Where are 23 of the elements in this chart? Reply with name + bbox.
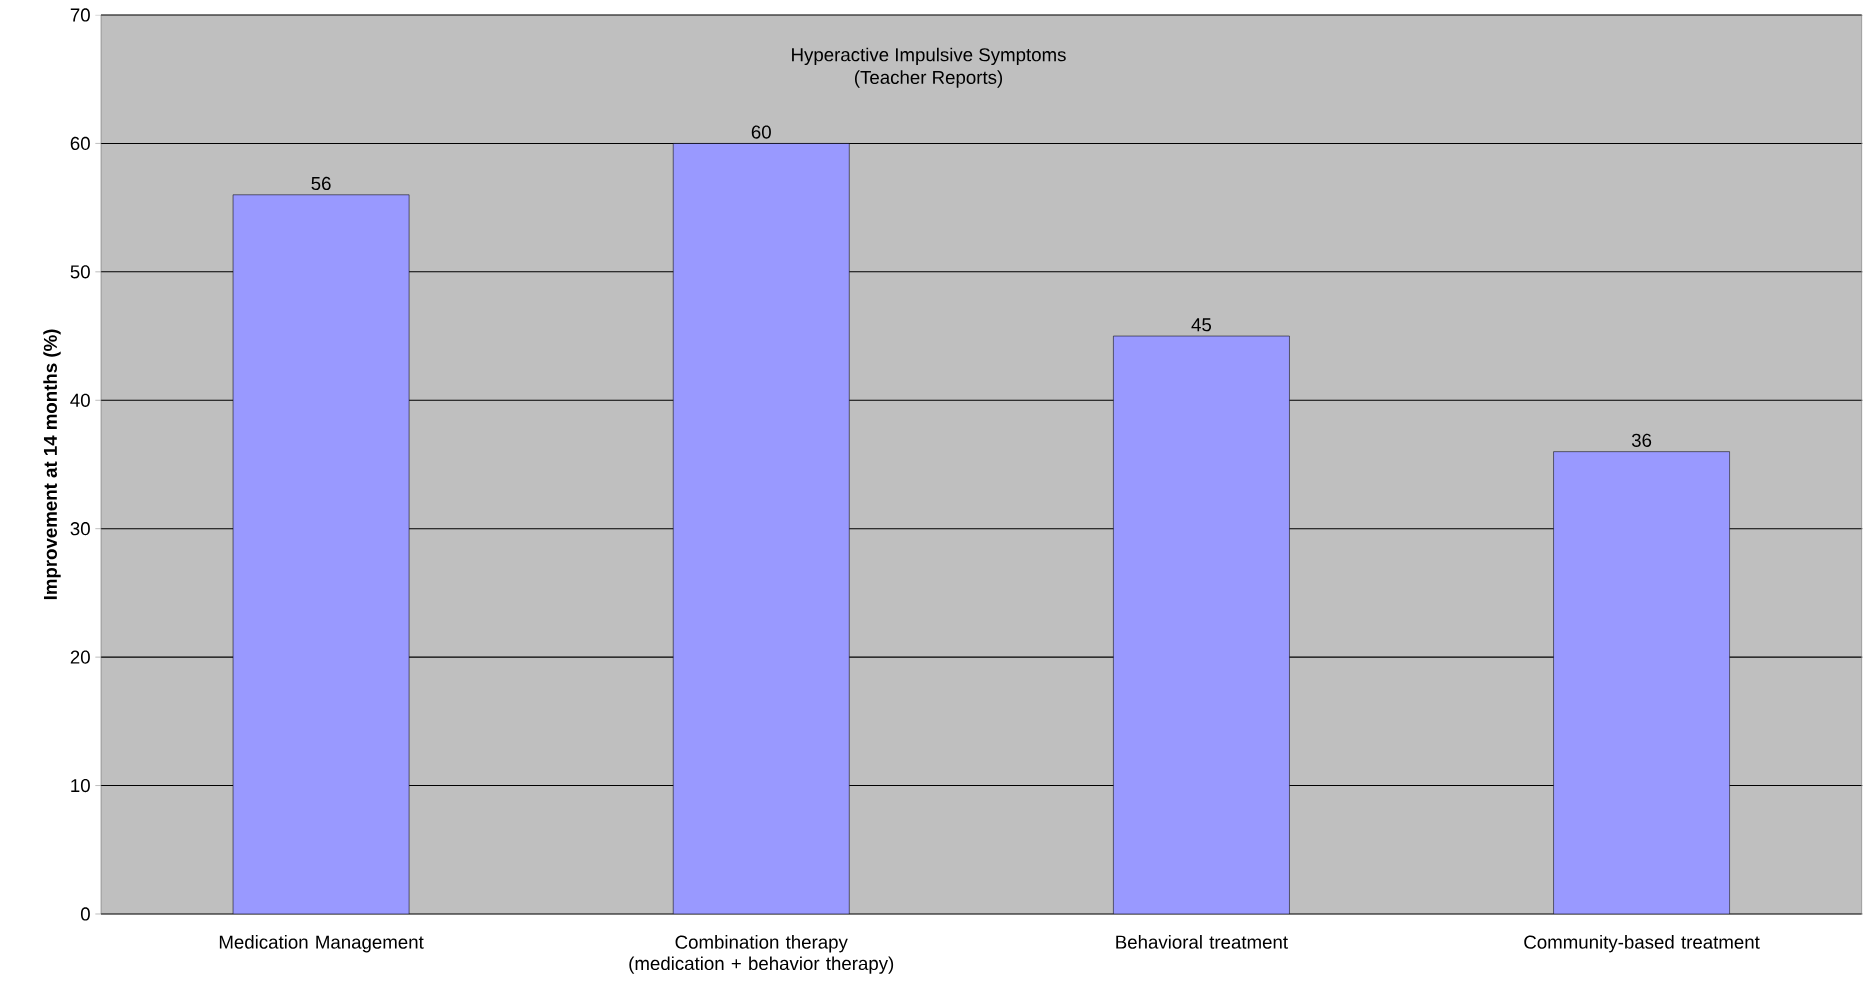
text: (Teacher Reports) [854,70,1003,88]
y-tick-label: 20 [70,650,90,664]
bar [1553,451,1730,914]
y-tick-label: 0 [80,907,90,921]
y-tick-label: 50 [70,265,90,279]
text: Hyperactive Impulsive Symptoms [792,47,1066,66]
bar [672,143,850,914]
bar [232,194,410,914]
x-tick-label: Combination therapy (medication + behavior therapy) [629,935,894,974]
bar [1113,335,1290,914]
data-label: 56 [311,176,331,191]
y-tick-label: 70 [70,8,90,22]
y-tick-label: 30 [70,522,90,536]
y-tick-label: 10 [71,778,90,793]
y-tick-label: 60 [70,136,90,151]
data-label: 60 [751,125,771,139]
data-label: 36 [1631,433,1652,447]
y-tick-label: 40 [70,393,90,407]
x-tick-label: Community-based treatment [1524,935,1760,953]
x-tick-label: Behavioral treatment [1116,935,1288,949]
x-tick-label: Medication Management [219,935,424,953]
y-axis-title: Improvement at 14 months (%) [43,329,61,600]
data-label: 45 [1191,318,1212,332]
